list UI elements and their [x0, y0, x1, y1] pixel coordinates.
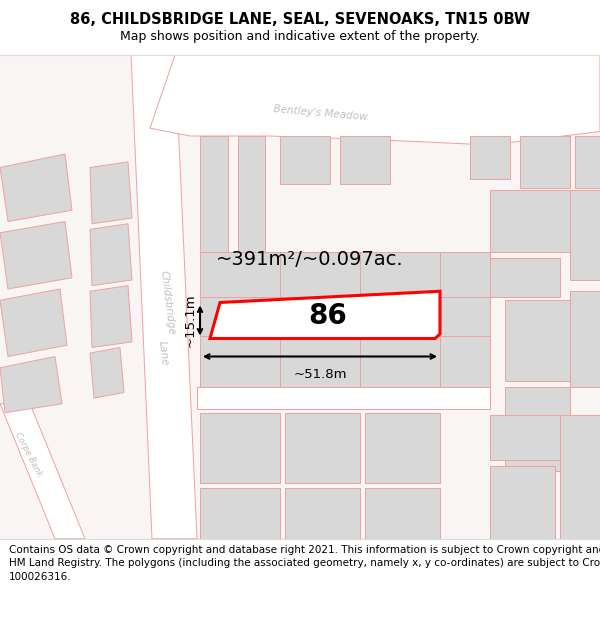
Polygon shape [575, 136, 600, 188]
Polygon shape [505, 387, 570, 471]
Polygon shape [0, 154, 72, 221]
Polygon shape [560, 415, 600, 539]
Text: 86, CHILDSBRIDGE LANE, SEAL, SEVENOAKS, TN15 0BW: 86, CHILDSBRIDGE LANE, SEAL, SEVENOAKS, … [70, 12, 530, 27]
Polygon shape [280, 136, 330, 184]
Polygon shape [520, 136, 570, 188]
Polygon shape [210, 291, 440, 339]
Polygon shape [200, 488, 280, 539]
Polygon shape [570, 190, 600, 280]
Polygon shape [90, 224, 132, 286]
Text: Childsbridge: Childsbridge [158, 269, 176, 336]
Polygon shape [0, 221, 72, 289]
Text: ~391m²/~0.097ac.: ~391m²/~0.097ac. [216, 250, 404, 269]
Polygon shape [490, 258, 560, 297]
Polygon shape [200, 412, 280, 482]
Polygon shape [0, 289, 67, 356]
Polygon shape [0, 55, 600, 539]
Text: Map shows position and indicative extent of the property.: Map shows position and indicative extent… [120, 30, 480, 43]
Polygon shape [197, 387, 490, 409]
Polygon shape [365, 488, 440, 539]
Text: Lane: Lane [157, 340, 169, 366]
Text: Corpe Bank: Corpe Bank [13, 431, 43, 478]
Text: Contains OS data © Crown copyright and database right 2021. This information is : Contains OS data © Crown copyright and d… [9, 545, 600, 582]
Polygon shape [505, 300, 570, 381]
Polygon shape [90, 348, 124, 398]
Polygon shape [200, 136, 228, 252]
Polygon shape [470, 136, 510, 179]
Text: ~15.1m: ~15.1m [184, 294, 197, 348]
Polygon shape [490, 190, 570, 252]
Polygon shape [490, 415, 560, 460]
Polygon shape [340, 136, 390, 184]
Text: 86: 86 [308, 302, 347, 330]
Polygon shape [131, 55, 197, 539]
Text: ~51.8m: ~51.8m [293, 368, 347, 381]
Polygon shape [365, 412, 440, 482]
Polygon shape [150, 55, 600, 145]
Polygon shape [570, 291, 600, 387]
Polygon shape [200, 252, 490, 387]
Polygon shape [285, 412, 360, 482]
Text: Bentley's Meadow: Bentley's Meadow [272, 104, 367, 122]
Polygon shape [490, 466, 555, 539]
Polygon shape [90, 286, 132, 348]
Polygon shape [238, 136, 265, 252]
Polygon shape [0, 404, 85, 539]
Polygon shape [0, 356, 62, 412]
Polygon shape [90, 162, 132, 224]
Polygon shape [285, 488, 360, 539]
